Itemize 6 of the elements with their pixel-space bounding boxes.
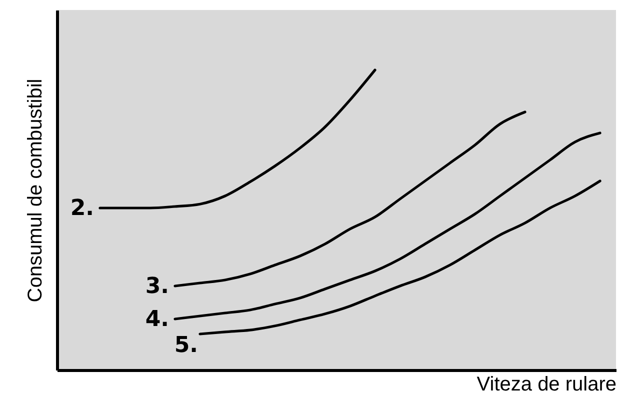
series-label: 3. [145,274,169,299]
x-axis-title: Viteza de rulare [476,374,616,396]
series-label: 2. [70,196,94,221]
series-label: 4. [145,307,169,332]
y-axis-title: Consumul de combustibil [24,78,46,302]
series-label: 5. [174,333,198,358]
